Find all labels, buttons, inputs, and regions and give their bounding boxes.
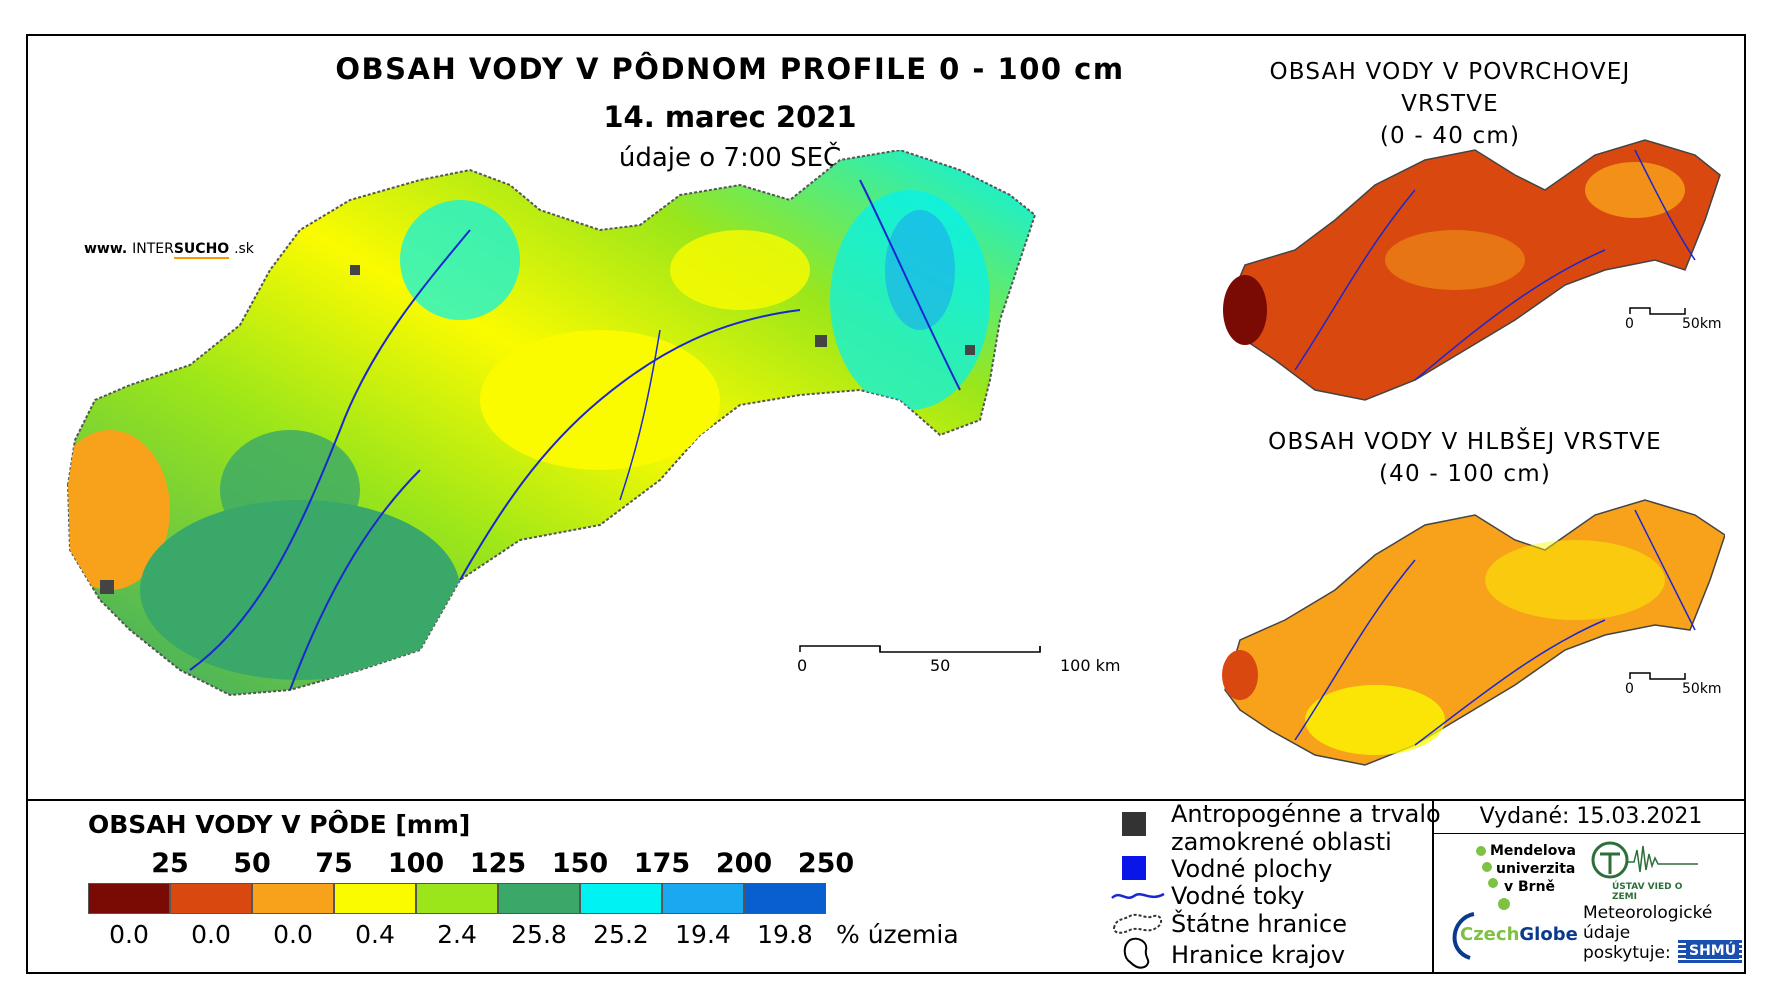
main-scale-50: 50: [930, 656, 951, 675]
legend-percent-label: 0.0: [273, 920, 313, 949]
legend-percent-label: 0.0: [191, 920, 231, 949]
main-scale-0: 0: [797, 656, 808, 675]
legend-threshold-label: 100: [387, 848, 445, 879]
website-prefix: www.: [84, 241, 128, 257]
deep-map-title: OBSAH VODY V HLBŠEJ VRSTVE (40 - 100 cm): [1235, 426, 1695, 490]
river-label: Vodné toky: [1171, 882, 1305, 910]
website-label[interactable]: www. INTERSUCHO .sk: [84, 241, 254, 259]
deep-scale-50: 50km: [1682, 681, 1722, 697]
state-border-symbol: [1112, 913, 1162, 934]
mendel-dot-3: [1488, 878, 1498, 888]
czechglobe-logo: CzechGlobe: [1444, 910, 1578, 965]
map-frame: [26, 34, 1746, 974]
legend-threshold-label: 50: [233, 848, 271, 879]
urban-label-2: zamokrené oblasti: [1171, 828, 1392, 856]
main-map: [66, 150, 1037, 697]
legend-swatch-150: [498, 883, 580, 914]
uvgz-text: ÚSTAV VIED O ZEMI: [1612, 882, 1683, 902]
surface-scale-50: 50km: [1682, 316, 1722, 332]
mendel-dot-4: [1498, 898, 1510, 910]
website-brand-a: INTER: [132, 241, 174, 257]
surface-map-title-line2: (0 - 40 cm): [1379, 123, 1521, 149]
legend-swatch-125: [416, 883, 498, 914]
legend-threshold-label: 150: [551, 848, 609, 879]
mendel-line-3: v Brně: [1504, 879, 1556, 895]
legend-swatch-75: [252, 883, 334, 914]
deep-map-title-line2: (40 - 100 cm): [1379, 461, 1551, 487]
meteo-line-2: údaje: [1583, 923, 1631, 943]
shmu-text: SHMÚ: [1686, 943, 1740, 959]
water-body-symbol: [1122, 856, 1146, 880]
deep-map-title-line1: OBSAH VODY V HLBŠEJ VRSTVE: [1268, 429, 1662, 455]
globe-arc-icon: [1452, 912, 1475, 960]
website-brand-b: SUCHO: [173, 241, 230, 259]
region-border-symbol: [1123, 937, 1150, 969]
meteo-credit: Meteorologické údaje poskytuje:: [1583, 903, 1712, 963]
surface-map-title-line1: OBSAH VODY V POVRCHOVEJ VRSTVE: [1269, 59, 1631, 117]
legend-percent-label: 19.8: [757, 920, 813, 949]
seismograph-icon: [1591, 841, 1698, 879]
legend-swatch-250: [744, 883, 826, 914]
state-border-label: Štátne hranice: [1171, 910, 1347, 938]
deep-map: [1222, 499, 1725, 766]
map-time: údaje o 7:00 SEČ: [618, 143, 842, 173]
uvgz-logo: ÚSTAV VIED O ZEMI: [1590, 840, 1700, 902]
legend-percent-label: 25.8: [511, 920, 567, 949]
surface-scale-0: 0: [1625, 316, 1634, 332]
meteo-line-1: Meteorologické: [1583, 903, 1713, 923]
map-title: OBSAH VODY V PÔDNOM PROFILE 0 - 100 cm: [335, 52, 1125, 86]
czechglobe-text-b: Globe: [1519, 924, 1578, 945]
main-scale-100: 100 km: [1060, 656, 1121, 675]
czechglobe-text: CzechGlobe: [1460, 924, 1578, 945]
mendel-text: Mendelova univerzita v Brně: [1490, 842, 1576, 896]
legend-percent-label: 2.4: [437, 920, 477, 949]
issued-divider: [1432, 799, 1434, 974]
urban-symbol: [1122, 812, 1146, 836]
issued-underline: [1432, 833, 1746, 834]
meteo-line-3: poskytuje:: [1583, 943, 1671, 963]
legend-threshold-label: 25: [151, 848, 189, 879]
main-scalebar: [799, 645, 1041, 653]
surface-map-title: OBSAH VODY V POVRCHOVEJ VRSTVE (0 - 40 c…: [1220, 56, 1680, 152]
legend-swatch-175: [580, 883, 662, 914]
legend-swatch-200: [662, 883, 744, 914]
mendel-dot-1: [1476, 846, 1486, 856]
website-suffix: .sk: [234, 241, 254, 257]
legend-swatch-50: [170, 883, 252, 914]
deep-scale-0: 0: [1625, 681, 1634, 697]
mendel-line-2: univerzita: [1496, 861, 1576, 877]
legend-percent-label: 25.2: [593, 920, 649, 949]
urban-label: Antropogénne a trvalo: [1171, 800, 1441, 828]
percent-unit: % územia: [836, 920, 959, 949]
legend-percent-label: 0.0: [109, 920, 149, 949]
legend-title: OBSAH VODY V PÔDE [mm]: [88, 810, 471, 839]
mendel-logo: Mendelova univerzita v Brně: [1468, 842, 1588, 912]
legend-threshold-label: 175: [633, 848, 691, 879]
map-date: 14. marec 2021: [603, 100, 857, 134]
river-symbol: [1111, 892, 1165, 899]
surface-map: [1223, 139, 1721, 401]
mendel-line-1: Mendelova: [1490, 843, 1576, 859]
shmu-logo: SHMÚ: [1678, 940, 1742, 964]
legend-percent-label: 19.4: [675, 920, 731, 949]
legend-threshold-label: 200: [715, 848, 773, 879]
czechglobe-text-a: Czech: [1460, 924, 1520, 945]
issued-date: Vydané: 15.03.2021: [1479, 804, 1703, 829]
region-border-label: Hranice krajov: [1171, 941, 1346, 969]
legend-threshold-label: 250: [797, 848, 855, 879]
deep-scalebar: [1629, 672, 1686, 680]
legend-threshold-label: 125: [469, 848, 527, 879]
legend-percent-label: 0.4: [355, 920, 395, 949]
mendel-dot-2: [1482, 862, 1492, 872]
legend-swatch-25: [88, 883, 170, 914]
legend-divider: [26, 799, 1746, 801]
water-body-label: Vodné plochy: [1171, 855, 1333, 883]
surface-scalebar: [1629, 307, 1686, 315]
legend-swatch-100: [334, 883, 416, 914]
legend-threshold-label: 75: [315, 848, 353, 879]
